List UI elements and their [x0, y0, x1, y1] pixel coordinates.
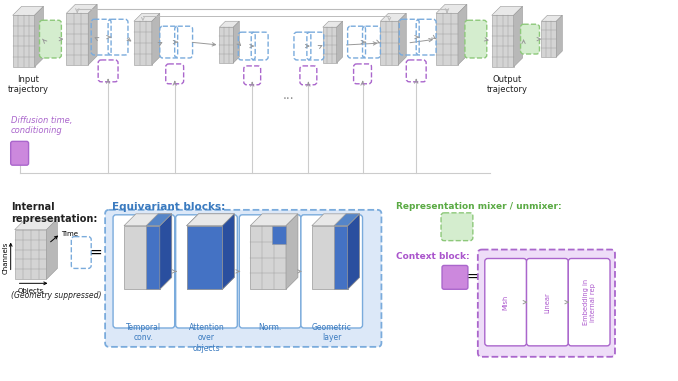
- Polygon shape: [250, 214, 298, 226]
- Polygon shape: [286, 214, 298, 289]
- Polygon shape: [233, 21, 239, 63]
- Polygon shape: [380, 13, 406, 21]
- FancyBboxPatch shape: [478, 250, 615, 357]
- Polygon shape: [222, 214, 235, 289]
- Polygon shape: [398, 13, 406, 65]
- Polygon shape: [542, 15, 562, 21]
- Polygon shape: [13, 15, 35, 67]
- Polygon shape: [186, 214, 235, 226]
- Polygon shape: [13, 6, 43, 15]
- Polygon shape: [15, 230, 47, 279]
- Text: Representation mixer / unmixer:: Representation mixer / unmixer:: [397, 202, 562, 211]
- FancyBboxPatch shape: [105, 210, 382, 347]
- Text: Input
trajectory: Input trajectory: [7, 75, 49, 94]
- Text: Temporal
conv.: Temporal conv.: [126, 323, 161, 343]
- Polygon shape: [458, 4, 467, 65]
- Polygon shape: [436, 13, 458, 65]
- Polygon shape: [222, 214, 235, 289]
- Polygon shape: [514, 6, 523, 67]
- Polygon shape: [186, 214, 235, 226]
- Text: Equivariant blocks:: Equivariant blocks:: [112, 202, 225, 212]
- Text: Channels: Channels: [3, 241, 9, 274]
- Polygon shape: [66, 13, 88, 65]
- Polygon shape: [380, 21, 398, 65]
- Polygon shape: [220, 21, 239, 27]
- Text: Geometric
layer: Geometric layer: [312, 323, 352, 343]
- Polygon shape: [15, 219, 58, 230]
- Polygon shape: [88, 4, 97, 65]
- Polygon shape: [250, 226, 286, 289]
- Text: =: =: [466, 271, 478, 284]
- Polygon shape: [436, 4, 467, 13]
- Polygon shape: [160, 214, 172, 289]
- Polygon shape: [272, 226, 286, 243]
- FancyBboxPatch shape: [521, 24, 540, 54]
- FancyBboxPatch shape: [113, 215, 175, 328]
- Polygon shape: [348, 214, 359, 289]
- Polygon shape: [348, 214, 359, 289]
- Text: Internal
representation:: Internal representation:: [11, 202, 97, 224]
- Text: Norm.: Norm.: [258, 323, 282, 332]
- Text: Context block:: Context block:: [397, 251, 470, 261]
- Text: Output
trajectory: Output trajectory: [487, 75, 527, 94]
- Text: Time: Time: [62, 231, 79, 237]
- Text: Linear: Linear: [544, 292, 551, 312]
- Text: Mish: Mish: [502, 295, 508, 310]
- Text: Embedding in
internal rep: Embedding in internal rep: [582, 279, 596, 325]
- Polygon shape: [334, 226, 348, 289]
- Polygon shape: [542, 21, 557, 57]
- FancyBboxPatch shape: [176, 215, 237, 328]
- FancyBboxPatch shape: [441, 213, 473, 241]
- Polygon shape: [66, 4, 97, 13]
- Polygon shape: [323, 27, 337, 63]
- FancyBboxPatch shape: [527, 258, 568, 346]
- Polygon shape: [134, 13, 160, 21]
- FancyBboxPatch shape: [39, 20, 62, 58]
- FancyBboxPatch shape: [239, 215, 301, 328]
- Polygon shape: [152, 13, 160, 65]
- Polygon shape: [124, 214, 172, 226]
- Polygon shape: [134, 21, 152, 65]
- Polygon shape: [186, 226, 222, 289]
- Polygon shape: [492, 6, 523, 15]
- Polygon shape: [124, 226, 160, 289]
- Polygon shape: [337, 21, 342, 63]
- Text: Attention
over
objects: Attention over objects: [188, 323, 224, 353]
- Polygon shape: [312, 214, 359, 226]
- Polygon shape: [160, 214, 172, 289]
- FancyBboxPatch shape: [11, 141, 28, 165]
- Polygon shape: [146, 226, 160, 289]
- FancyBboxPatch shape: [568, 258, 610, 346]
- Text: ...: ...: [283, 89, 295, 102]
- FancyBboxPatch shape: [442, 266, 468, 289]
- Polygon shape: [146, 214, 172, 226]
- FancyBboxPatch shape: [301, 215, 363, 328]
- FancyBboxPatch shape: [485, 258, 527, 346]
- Polygon shape: [312, 226, 348, 289]
- Polygon shape: [323, 21, 342, 27]
- Polygon shape: [557, 15, 562, 57]
- FancyBboxPatch shape: [465, 20, 487, 58]
- Polygon shape: [35, 6, 43, 67]
- Polygon shape: [220, 27, 233, 63]
- Text: (Geometry suppressed): (Geometry suppressed): [11, 291, 101, 300]
- Polygon shape: [47, 219, 58, 279]
- Polygon shape: [186, 226, 222, 289]
- Polygon shape: [492, 15, 514, 67]
- Text: =: =: [89, 245, 102, 260]
- Polygon shape: [334, 214, 359, 226]
- Text: Diffusion time,
conditioning: Diffusion time, conditioning: [11, 116, 72, 135]
- Text: Objects: Objects: [18, 288, 43, 294]
